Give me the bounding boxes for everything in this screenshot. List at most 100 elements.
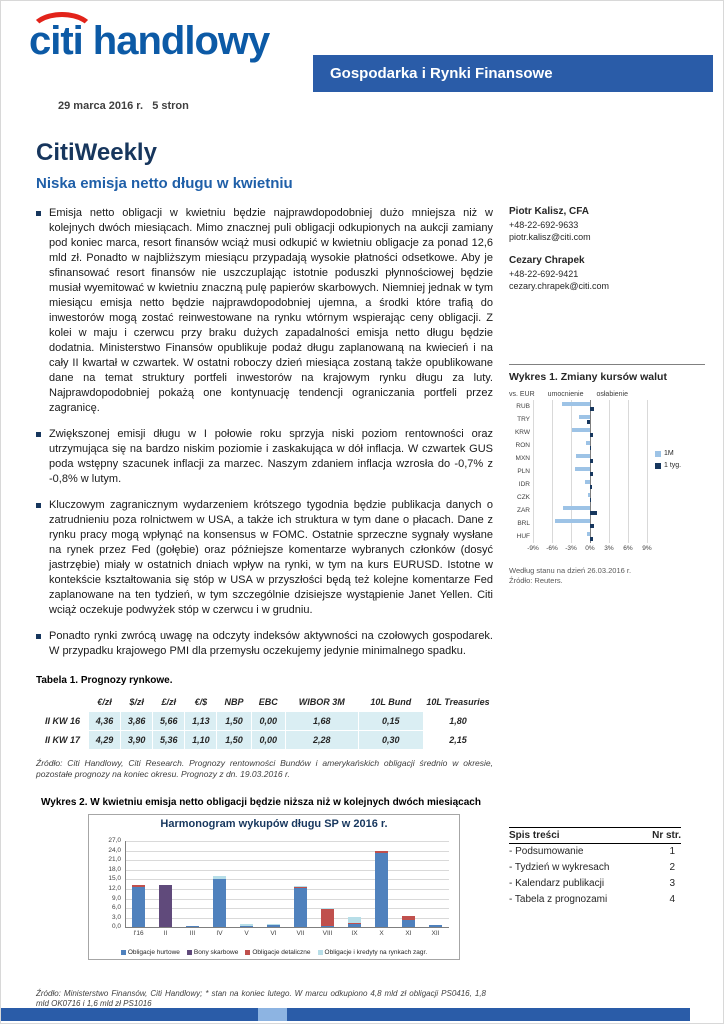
legend-swatch (245, 950, 251, 956)
legend-item: Obligacje i kredyty na rynkach zagr. (317, 949, 427, 956)
category-label: RUB (516, 403, 530, 410)
section-banner: Gospodarka i Rynki Finansowe (313, 55, 713, 92)
toc-title: Spis treści (509, 830, 560, 841)
table-cell: 5,66 (152, 711, 186, 731)
toc-items: - Podsumowanie 1 - Tydzień w wykresach 2 - K… (509, 844, 681, 908)
x-tick-label: I'16 (133, 930, 144, 938)
fx-chart-footnote: Według stanu na dzień 26.03.2016 r. Źród… (509, 566, 705, 586)
bullet-square-icon (36, 503, 41, 508)
table-of-contents: Spis treści Nr str. - Podsumowanie 1 - Tyd… (509, 827, 681, 908)
table-cell: 1,50 (216, 711, 252, 731)
category-label: CZK (517, 494, 530, 501)
table-head: €/zł $/zł £/zł €/$ NBP EBC WIBOR 3M 10L Bund 10L… (36, 692, 493, 712)
x-tick-label: 3% (604, 545, 614, 552)
bottom-bar (1, 1008, 690, 1021)
chart-gridline (125, 850, 449, 852)
legend-swatch (186, 950, 192, 956)
legend-item: Obligacje hurtowe (120, 949, 180, 956)
bar-segment (294, 887, 307, 888)
chart-gridline (125, 841, 449, 843)
bar-segment (348, 923, 361, 925)
legend-swatch (317, 950, 323, 956)
column-header: NBP (216, 692, 252, 712)
toc-item: - Podsumowanie 1 (509, 844, 681, 860)
toc-item-label: - Tabela z prognozami (509, 894, 608, 905)
bar-segment (294, 887, 307, 928)
citi-red-arc-icon (28, 12, 96, 56)
bar-segment (267, 925, 280, 928)
legend-label: Bony skarbowe (193, 949, 239, 957)
y-tick-label: 9,0 (111, 894, 121, 902)
toc-item-page: 2 (669, 862, 675, 873)
column-header: WIBOR 3M (284, 692, 359, 712)
y-tick-label: 12,0 (108, 885, 121, 893)
debt-chart-title: Harmonogram wykupów długu SP w 2016 r. (160, 818, 388, 831)
category-label: ZAR (517, 507, 530, 514)
chart-gridline (125, 869, 449, 871)
bar-segment (321, 909, 334, 927)
x-tick-label: VIII (322, 930, 333, 938)
table-cell: 4,29 (87, 730, 122, 750)
row-label: II KW 17 (36, 730, 89, 750)
chart-legend: Obligacje hurtowe Bony skarbowe Obligacje … (89, 949, 459, 956)
contact-email: cezary.chrapek@citi.com (509, 281, 609, 291)
toc-item: - Kalendarz publikacji 3 (509, 876, 681, 892)
contact-name: Piotr Kalisz, CFA (509, 206, 590, 217)
column-header (36, 692, 89, 712)
bar-segment (294, 886, 307, 888)
table-cell: 1,50 (216, 730, 252, 750)
x-tick-label: -9% (527, 545, 539, 552)
debt-redemption-chart: Harmonogram wykupów długu SP w 2016 r. 0… (88, 814, 460, 961)
forecast-table: €/zł $/zł £/zł €/$ NBP EBC WIBOR 3M 10L Bund 10L… (36, 692, 493, 750)
bullet-text: Zwiększonej emisji długu w I połowie rok… (49, 428, 493, 485)
chart-gridline (125, 898, 449, 900)
table-cell: 0,15 (357, 711, 425, 731)
bar-1m (561, 402, 590, 406)
bar-1week (590, 485, 592, 489)
chart-gridline (609, 400, 610, 543)
bar-1m (572, 428, 590, 432)
footer-source-note: Źródło: Ministerstwo Finansów, Citi Hand… (36, 989, 486, 1008)
chart-gridline (125, 889, 449, 891)
debt-chart-caption: Wykres 2. W kwietniu emisja netto obliga… (41, 797, 481, 809)
row-label: II KW 16 (36, 711, 89, 731)
forecast-table-source: Źródło: Citi Handlowy, Citi Research. Pr… (36, 758, 493, 779)
fx-change-chart: -9% -6% -3% 0% 3% 6% 9% RUB TRY KRW RON MXN PLN IDR CZ… (509, 400, 705, 560)
bullet-item: Emisja netto obligacji w kwietniu będzie… (36, 206, 493, 416)
bar-segment (375, 853, 388, 928)
bar-1week (590, 537, 593, 541)
bar-1week (590, 433, 594, 437)
bar-1m (588, 493, 590, 497)
chart-gridline (125, 917, 449, 919)
zero-axis-line (590, 400, 591, 543)
sidebar: Piotr Kalisz, CFA +48-22-692-9633 piotr.… (509, 206, 705, 586)
bullet-item: Ponadto rynki zwrócą uwagę na odczyty in… (36, 629, 493, 659)
table-cell: 1,13 (184, 711, 218, 731)
legend-swatch (655, 450, 661, 457)
x-tick-label: XI (405, 930, 412, 938)
fx-left-label: umocnienie (547, 391, 584, 398)
chart-gridline (628, 400, 629, 543)
table-cell: 2,15 (423, 730, 493, 750)
date-line: 29 marca 2016 r. 5 stron (58, 100, 189, 112)
legend-item: Bony skarbowe (186, 949, 239, 957)
contact-card: Cezary Chrapek +48-22-692-9421 cezary.ch… (509, 255, 705, 292)
main-column: CitiWeekly Niska emisja netto długu w kw… (36, 139, 493, 961)
bar-1m (584, 480, 590, 484)
fx-chart-title: Wykres 1. Zmiany kursów walut (509, 371, 667, 383)
contact-card: Piotr Kalisz, CFA +48-22-692-9633 piotr.… (509, 206, 705, 243)
x-tick-label: X (379, 930, 384, 938)
bar-segment (348, 917, 361, 924)
bar-segment (186, 925, 199, 928)
bar-1week (590, 524, 595, 528)
x-tick-label: III (189, 930, 196, 938)
bar-1week (590, 498, 591, 502)
column-header: $/zł (120, 692, 154, 712)
column-header: 10L Treasuries (423, 692, 493, 712)
contact-email: piotr.kalisz@citi.com (509, 232, 591, 242)
bar-segment (159, 884, 172, 928)
chart-gridline (125, 908, 449, 910)
toc-item-page: 3 (669, 878, 675, 889)
bar-segment (267, 923, 280, 926)
bar-segment (321, 926, 334, 928)
